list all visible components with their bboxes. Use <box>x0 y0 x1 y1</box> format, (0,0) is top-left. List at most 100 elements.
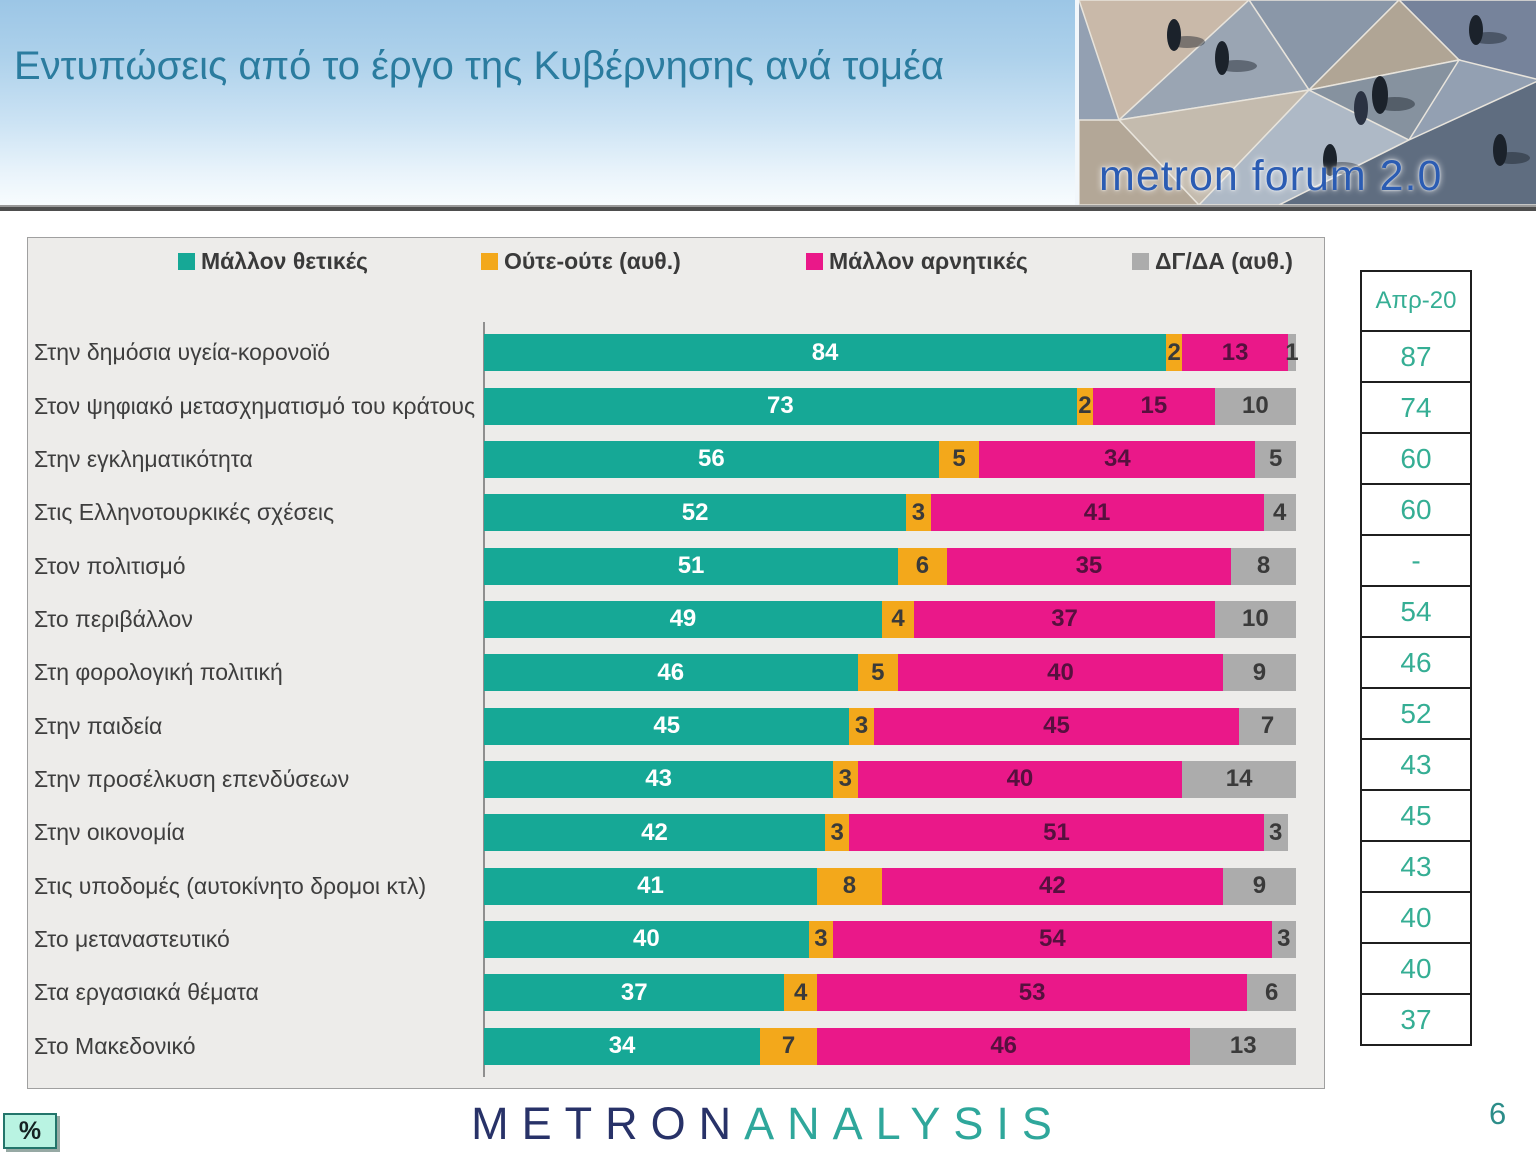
legend-item: Μάλλον θετικές <box>178 248 368 275</box>
apr20-value: 43 <box>1360 840 1472 893</box>
bar-value-label: 84 <box>811 338 839 366</box>
legend-item: ΔΓ/ΔΑ (αυθ.) <box>1132 248 1293 275</box>
category-label: Στο περιβάλλον <box>34 605 193 632</box>
bar-segment: 4 <box>1263 494 1296 532</box>
bar-value-label: 13 <box>1221 338 1249 366</box>
page-title: Εντυπώσεις από το έργο της Κυβέρνησης αν… <box>14 44 945 88</box>
bar-segment: 13 <box>1182 334 1288 372</box>
bar-value-label: 14 <box>1225 765 1253 793</box>
category-label: Στη φορολογική πολιτική <box>34 659 283 686</box>
bar-value-label: 3 <box>1269 818 1283 846</box>
bar-segment: 6 <box>898 547 947 585</box>
bar-segment: 9 <box>1222 867 1296 905</box>
metron-forum-photo: metron forum 2.0 <box>1075 0 1536 205</box>
apr20-comparison-column: Απρ-20 87 74 60 60-54 46 52 43 45 43 40 40 37 <box>1360 270 1472 1046</box>
category-label: Στον ψηφιακό μετασχηματισμό του κράτους <box>34 392 476 419</box>
bar-value-label: 42 <box>641 818 668 846</box>
bar-segment: 1 <box>1285 334 1299 372</box>
bar-value-label: 53 <box>1018 978 1046 1006</box>
bar-value-label: 3 <box>854 712 869 740</box>
bar-value-label: 3 <box>814 925 828 953</box>
bar-segment: 40 <box>857 760 1183 798</box>
bar-segment: 51 <box>849 814 1264 852</box>
stacked-bar: 40 3 54 3 <box>484 920 1296 958</box>
bar-value-label: 51 <box>677 552 705 580</box>
bar-segment: 46 <box>484 654 858 692</box>
category-label: Στις υποδομές (αυτοκίνητο δρομοι κτλ) <box>34 872 427 899</box>
bar-segment: 52 <box>484 494 907 532</box>
bar-segment: 3 <box>825 814 850 852</box>
chart-legend: Μάλλον θετικές Ούτε-ούτε (αυθ.) Μάλλον αρν… <box>28 248 1324 280</box>
bar-segment: 53 <box>816 974 1248 1012</box>
apr20-value: 87 <box>1360 330 1472 383</box>
bar-value-label: 41 <box>1083 498 1111 526</box>
bar-value-label: 40 <box>1006 765 1034 793</box>
bar-segment: 9 <box>1222 654 1296 692</box>
bar-value-label: 3 <box>911 498 926 526</box>
apr20-header: Απρ-20 <box>1360 270 1472 332</box>
apr20-value: 46 <box>1360 636 1472 689</box>
stacked-bar: 37 4 53 6 <box>484 974 1296 1012</box>
bar-value-label: 6 <box>1264 978 1279 1006</box>
chart-row: Στο Μακεδονικό 34 7 46 13 <box>28 1019 1324 1072</box>
chart-row: Στην παιδεία 45 3 45 7 <box>28 699 1324 752</box>
bar-value-label: 49 <box>669 605 697 633</box>
bar-value-label: 10 <box>1242 605 1269 633</box>
bar-segment: 43 <box>484 760 834 798</box>
bar-value-label: 2 <box>1167 338 1181 366</box>
bar-value-label: 37 <box>620 978 648 1006</box>
legend-swatch-icon <box>1132 253 1149 270</box>
bar-segment: 84 <box>484 334 1167 372</box>
stacked-bar: 49 4 37 10 <box>484 600 1296 638</box>
logo-analysis: ANALYSIS <box>744 1098 1065 1149</box>
bar-segment: 3 <box>1263 814 1288 852</box>
header-divider <box>0 205 1536 211</box>
percent-unit-badge: % <box>3 1113 57 1149</box>
legend-label: Ούτε-ούτε (αυθ.) <box>504 248 681 274</box>
chart-row: Στη φορολογική πολιτική 46 5 40 9 <box>28 646 1324 699</box>
chart-row: Στις υποδομές (αυτοκίνητο δρομοι κτλ) 41 8… <box>28 859 1324 912</box>
bar-value-label: 34 <box>608 1032 636 1060</box>
bar-segment: 7 <box>760 1027 817 1065</box>
bar-value-label: 9 <box>1252 872 1267 900</box>
apr20-value: 37 <box>1360 993 1472 1046</box>
bar-value-label: 42 <box>1039 872 1066 900</box>
category-label: Στην οικονομία <box>34 819 185 846</box>
bar-segment: 45 <box>484 707 850 745</box>
bar-value-label: 8 <box>842 872 857 900</box>
stacked-bar: 73 2 15 10 <box>484 387 1296 425</box>
bar-segment: 8 <box>1231 547 1296 585</box>
bar-value-label: 15 <box>1140 392 1168 420</box>
bar-value-label: 34 <box>1104 445 1131 473</box>
bar-value-label: 56 <box>698 445 725 473</box>
metron-forum-logo: metron forum 2.0 <box>1099 152 1443 200</box>
apr20-value: 74 <box>1360 381 1472 434</box>
apr20-value: 52 <box>1360 687 1472 740</box>
bar-segment: 34 <box>979 440 1256 478</box>
bar-value-label: 45 <box>653 712 681 740</box>
bar-segment: 4 <box>784 974 817 1012</box>
bar-segment: 2 <box>1166 334 1183 372</box>
bar-segment: 35 <box>946 547 1232 585</box>
bar-value-label: 13 <box>1229 1032 1257 1060</box>
apr20-value: 60 <box>1360 432 1472 485</box>
bar-value-label: 7 <box>781 1032 796 1060</box>
category-label: Στα εργασιακά θέματα <box>34 979 259 1006</box>
category-label: Στο Μακεδονικό <box>34 1032 196 1059</box>
stacked-bar: 43 3 40 14 <box>484 760 1296 798</box>
stacked-bar: 34 7 46 13 <box>484 1027 1296 1065</box>
bar-segment: 51 <box>484 547 899 585</box>
bar-segment: 46 <box>816 1027 1191 1065</box>
bar-value-label: 3 <box>830 818 844 846</box>
category-label: Στον πολιτισμό <box>34 552 186 579</box>
category-label: Στο μεταναστευτικό <box>34 925 230 952</box>
bar-value-label: 54 <box>1039 925 1066 953</box>
bar-segment: 5 <box>938 440 980 478</box>
bar-segment: 6 <box>1247 974 1296 1012</box>
legend-swatch-icon <box>806 253 823 270</box>
legend-label: Μάλλον θετικές <box>201 248 368 274</box>
bar-segment: 14 <box>1182 760 1296 798</box>
bar-segment: 10 <box>1214 600 1296 638</box>
bar-segment: 56 <box>484 440 939 478</box>
bar-value-label: 46 <box>990 1032 1018 1060</box>
